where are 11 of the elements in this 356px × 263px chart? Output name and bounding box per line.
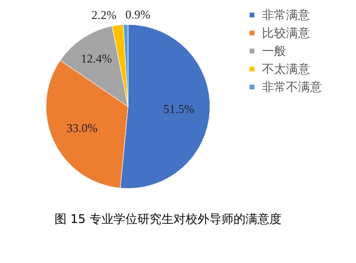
legend-label: 一般 xyxy=(262,44,286,58)
data-label: 12.4% xyxy=(80,52,112,66)
data-label: 33.0% xyxy=(66,121,98,136)
legend-label: 比较满意 xyxy=(262,26,310,40)
data-label: 51.5% xyxy=(163,102,194,116)
legend-label: 不太满意 xyxy=(262,62,310,76)
legend-label: 非常满意 xyxy=(262,8,310,22)
text: 图 15 专业学位研究生对校外导师的满意度 xyxy=(54,212,282,226)
data-label: 2.2% xyxy=(91,8,116,22)
legend-label: 非常不满意 xyxy=(262,80,322,94)
data-label: 0.9% xyxy=(125,8,150,22)
